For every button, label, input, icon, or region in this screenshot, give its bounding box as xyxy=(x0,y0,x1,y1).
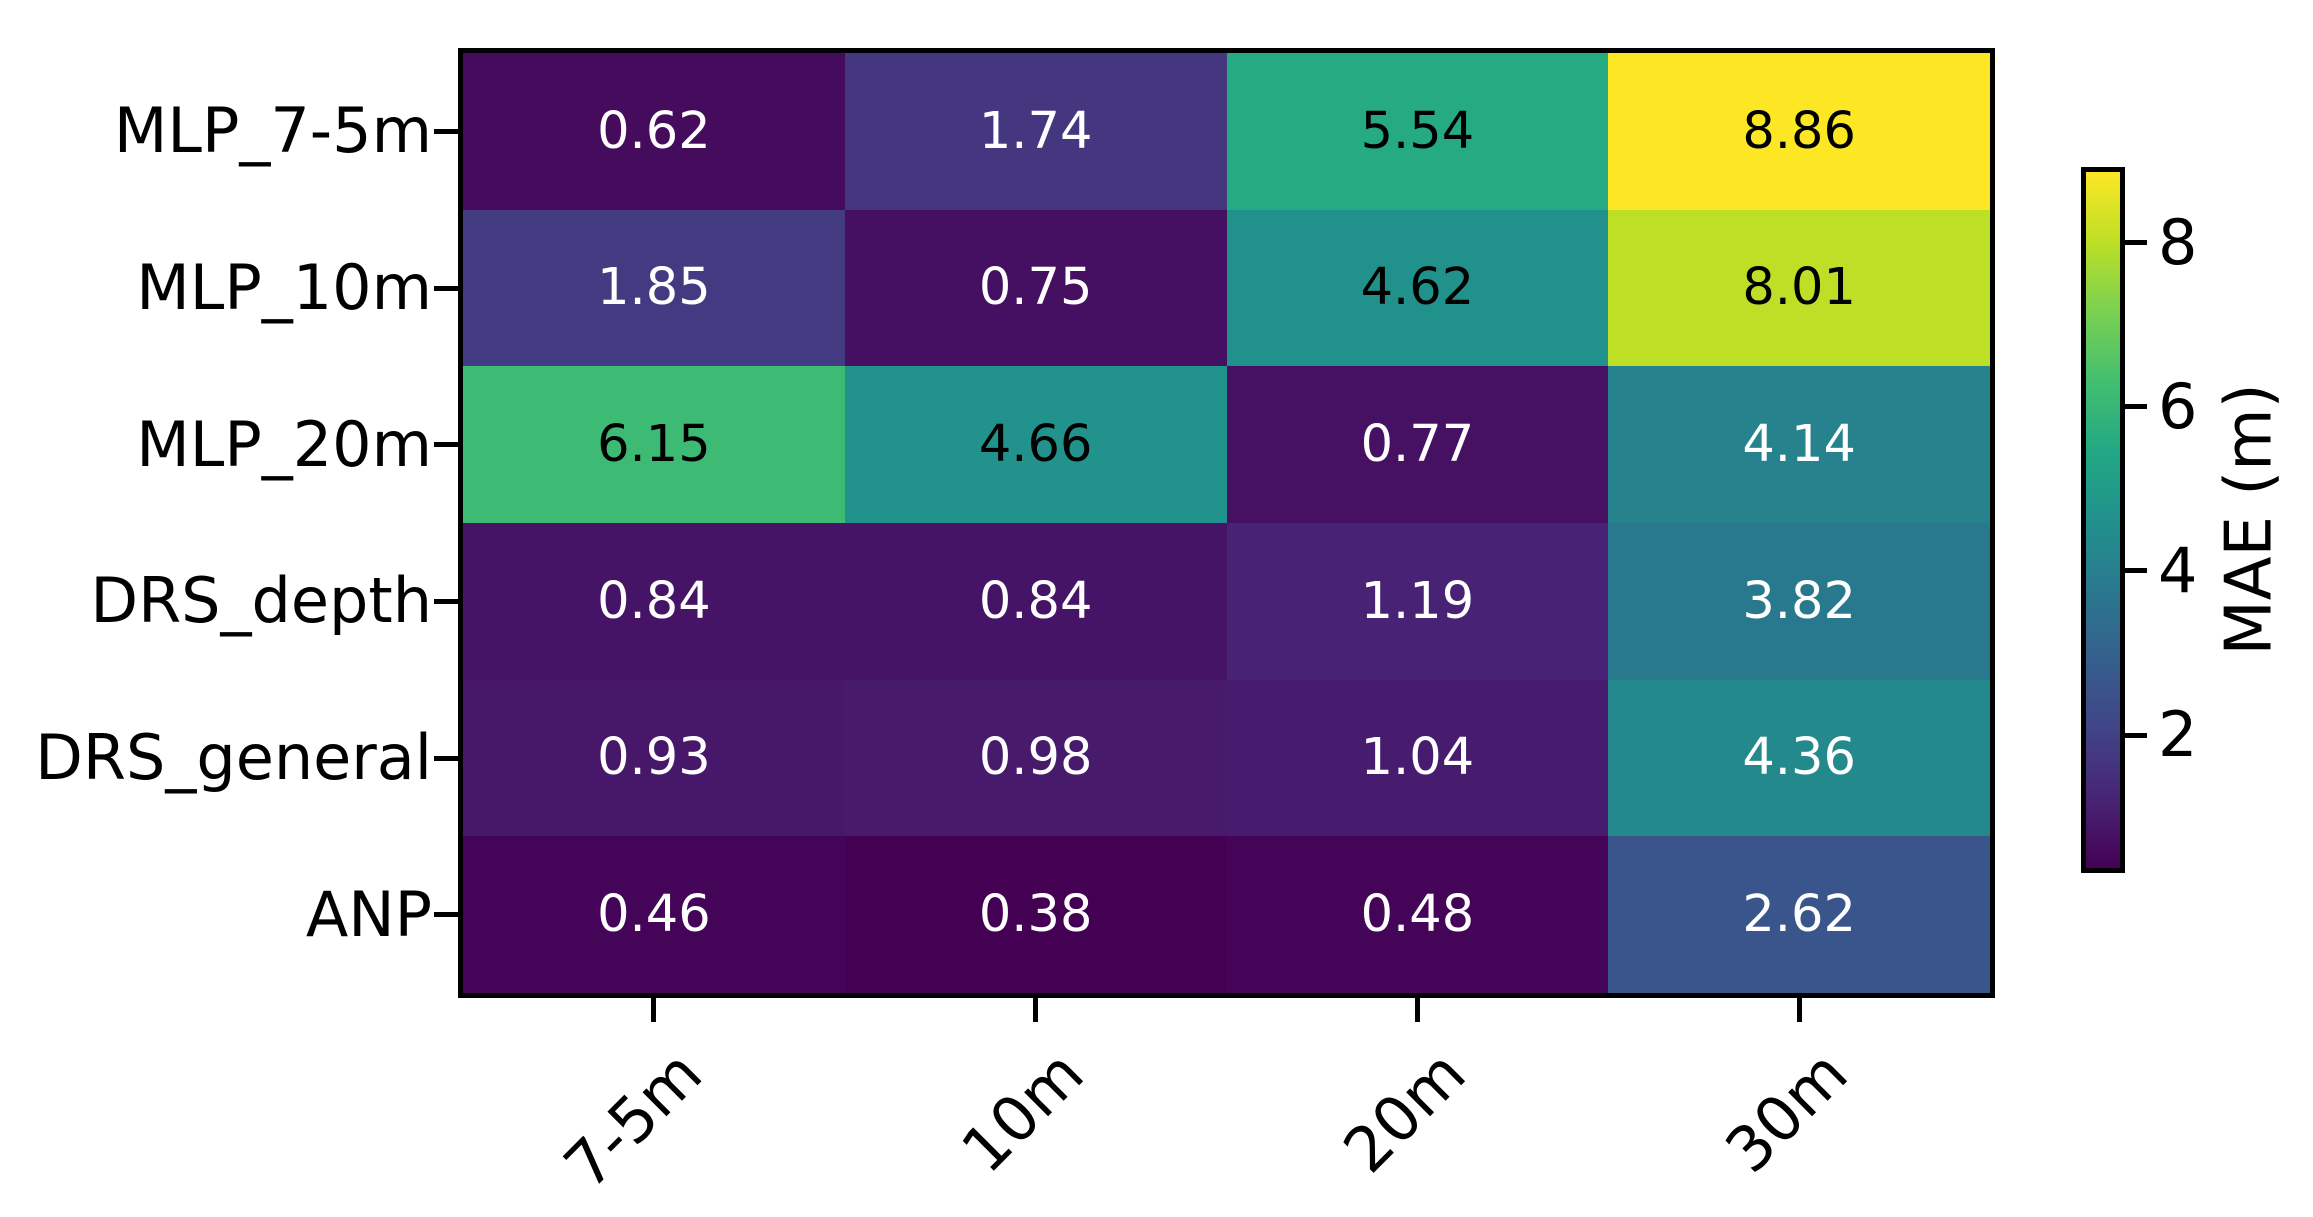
y-tick-label-MLP_7-5m: MLP_7-5m xyxy=(113,94,432,168)
cell-value: 1.74 xyxy=(978,101,1093,161)
cell-value: 0.46 xyxy=(597,885,711,945)
cell-value: 0.62 xyxy=(597,101,711,161)
cell-value: 1.19 xyxy=(1360,571,1475,631)
cell-value: 4.36 xyxy=(1742,728,1856,788)
heatmap-cell-r5-c0: 0.46 xyxy=(463,836,845,993)
y-tick-label-DRS_general: DRS_general xyxy=(35,721,432,794)
heatmap-cell-r3-c3: 3.82 xyxy=(1608,523,1990,680)
heatmap-cell-r2-c0: 6.15 xyxy=(463,366,845,523)
heatmap-cell-r3-c2: 1.19 xyxy=(1226,523,1609,680)
cell-value: 4.66 xyxy=(978,415,1093,475)
colorbar-tick-mark xyxy=(2125,240,2147,246)
heatmap-cell-r3-c1: 0.84 xyxy=(844,523,1227,680)
x-tick-mark xyxy=(651,998,657,1022)
y-tick-label-ANP: ANP xyxy=(305,877,432,951)
x-tick-mark xyxy=(1796,998,1802,1022)
x-tick-label-7-5m: 7-5m xyxy=(550,1036,717,1203)
heatmap-cell-r4-c2: 1.04 xyxy=(1226,679,1609,837)
cell-value: 0.98 xyxy=(978,728,1093,788)
heatmap-cell-r1-c1: 0.75 xyxy=(844,209,1227,367)
cell-value: 8.01 xyxy=(1742,258,1856,318)
cell-value: 0.93 xyxy=(597,728,711,788)
cell-value: 0.84 xyxy=(597,571,711,631)
heatmap-cell-r5-c1: 0.38 xyxy=(844,836,1227,993)
heatmap-cell-r1-c2: 4.62 xyxy=(1226,209,1609,367)
cell-value: 4.14 xyxy=(1742,415,1856,475)
x-tick-label-20m: 20m xyxy=(1329,1036,1480,1187)
cell-value: 4.62 xyxy=(1360,258,1475,318)
colorbar xyxy=(2081,167,2125,873)
heatmap-cell-r0-c2: 5.54 xyxy=(1226,53,1609,210)
colorbar-axis-label: MAE (m) xyxy=(2212,383,2287,656)
cell-value: 1.85 xyxy=(597,258,711,318)
y-tick-label-DRS_depth: DRS_depth xyxy=(90,564,432,638)
cell-value: 0.77 xyxy=(1360,415,1475,475)
cell-value: 5.54 xyxy=(1360,101,1475,161)
cell-value: 2.62 xyxy=(1742,885,1856,945)
heatmap-cell-r0-c0: 0.62 xyxy=(463,53,845,210)
heatmap-cell-r4-c0: 0.93 xyxy=(463,679,845,837)
x-tick-label-10m: 10m xyxy=(947,1036,1098,1187)
heatmap-cell-r4-c1: 0.98 xyxy=(844,679,1227,837)
y-tick-label-MLP_20m: MLP_20m xyxy=(136,407,432,481)
y-tick-mark xyxy=(434,912,458,918)
heatmap-cell-r2-c3: 4.14 xyxy=(1608,366,1990,523)
cell-value: 0.75 xyxy=(978,258,1093,318)
heatmap-cell-r3-c0: 0.84 xyxy=(463,523,845,680)
colorbar-tick-label-8: 8 xyxy=(2158,205,2198,279)
heatmap-cell-r0-c1: 1.74 xyxy=(844,53,1227,210)
cell-value: 6.15 xyxy=(597,415,711,475)
heatmap-cell-r0-c3: 8.86 xyxy=(1608,53,1990,210)
y-tick-mark xyxy=(434,598,458,604)
heatmap-cell-r2-c1: 4.66 xyxy=(844,366,1227,523)
colorbar-tick-mark xyxy=(2125,732,2147,738)
heatmap-cell-r1-c3: 8.01 xyxy=(1608,209,1990,367)
x-tick-mark xyxy=(1414,998,1420,1022)
cell-value: 0.84 xyxy=(978,571,1093,631)
y-tick-mark xyxy=(434,442,458,448)
heatmap-plot-area: 0.62 1.74 5.54 8.86 1.85 0.75 4.62 8.01 6.15 4.66… xyxy=(458,48,1995,998)
cell-value: 8.86 xyxy=(1742,101,1856,161)
colorbar-tick-label-4: 4 xyxy=(2158,533,2198,607)
cell-value: 3.82 xyxy=(1742,571,1856,631)
y-tick-label-MLP_10m: MLP_10m xyxy=(136,251,432,324)
y-tick-mark xyxy=(434,755,458,761)
cell-value: 0.48 xyxy=(1360,885,1475,945)
heatmap-cell-r2-c2: 0.77 xyxy=(1226,366,1609,523)
colorbar-tick-mark xyxy=(2125,404,2147,410)
x-tick-label-30m: 30m xyxy=(1711,1036,1862,1187)
cell-value: 0.38 xyxy=(978,885,1093,945)
heatmap-cell-r5-c3: 2.62 xyxy=(1608,836,1990,993)
heatmap-cell-r5-c2: 0.48 xyxy=(1226,836,1609,993)
colorbar-tick-label-6: 6 xyxy=(2158,369,2198,443)
heatmap-cell-r1-c0: 1.85 xyxy=(463,209,845,367)
cell-value: 1.04 xyxy=(1360,728,1475,788)
heatmap-cell-r4-c3: 4.36 xyxy=(1608,679,1990,837)
colorbar-tick-label-2: 2 xyxy=(2158,698,2198,772)
x-tick-mark xyxy=(1033,998,1039,1022)
y-tick-mark xyxy=(434,285,458,291)
y-tick-mark xyxy=(434,128,458,134)
colorbar-tick-mark xyxy=(2125,568,2147,574)
